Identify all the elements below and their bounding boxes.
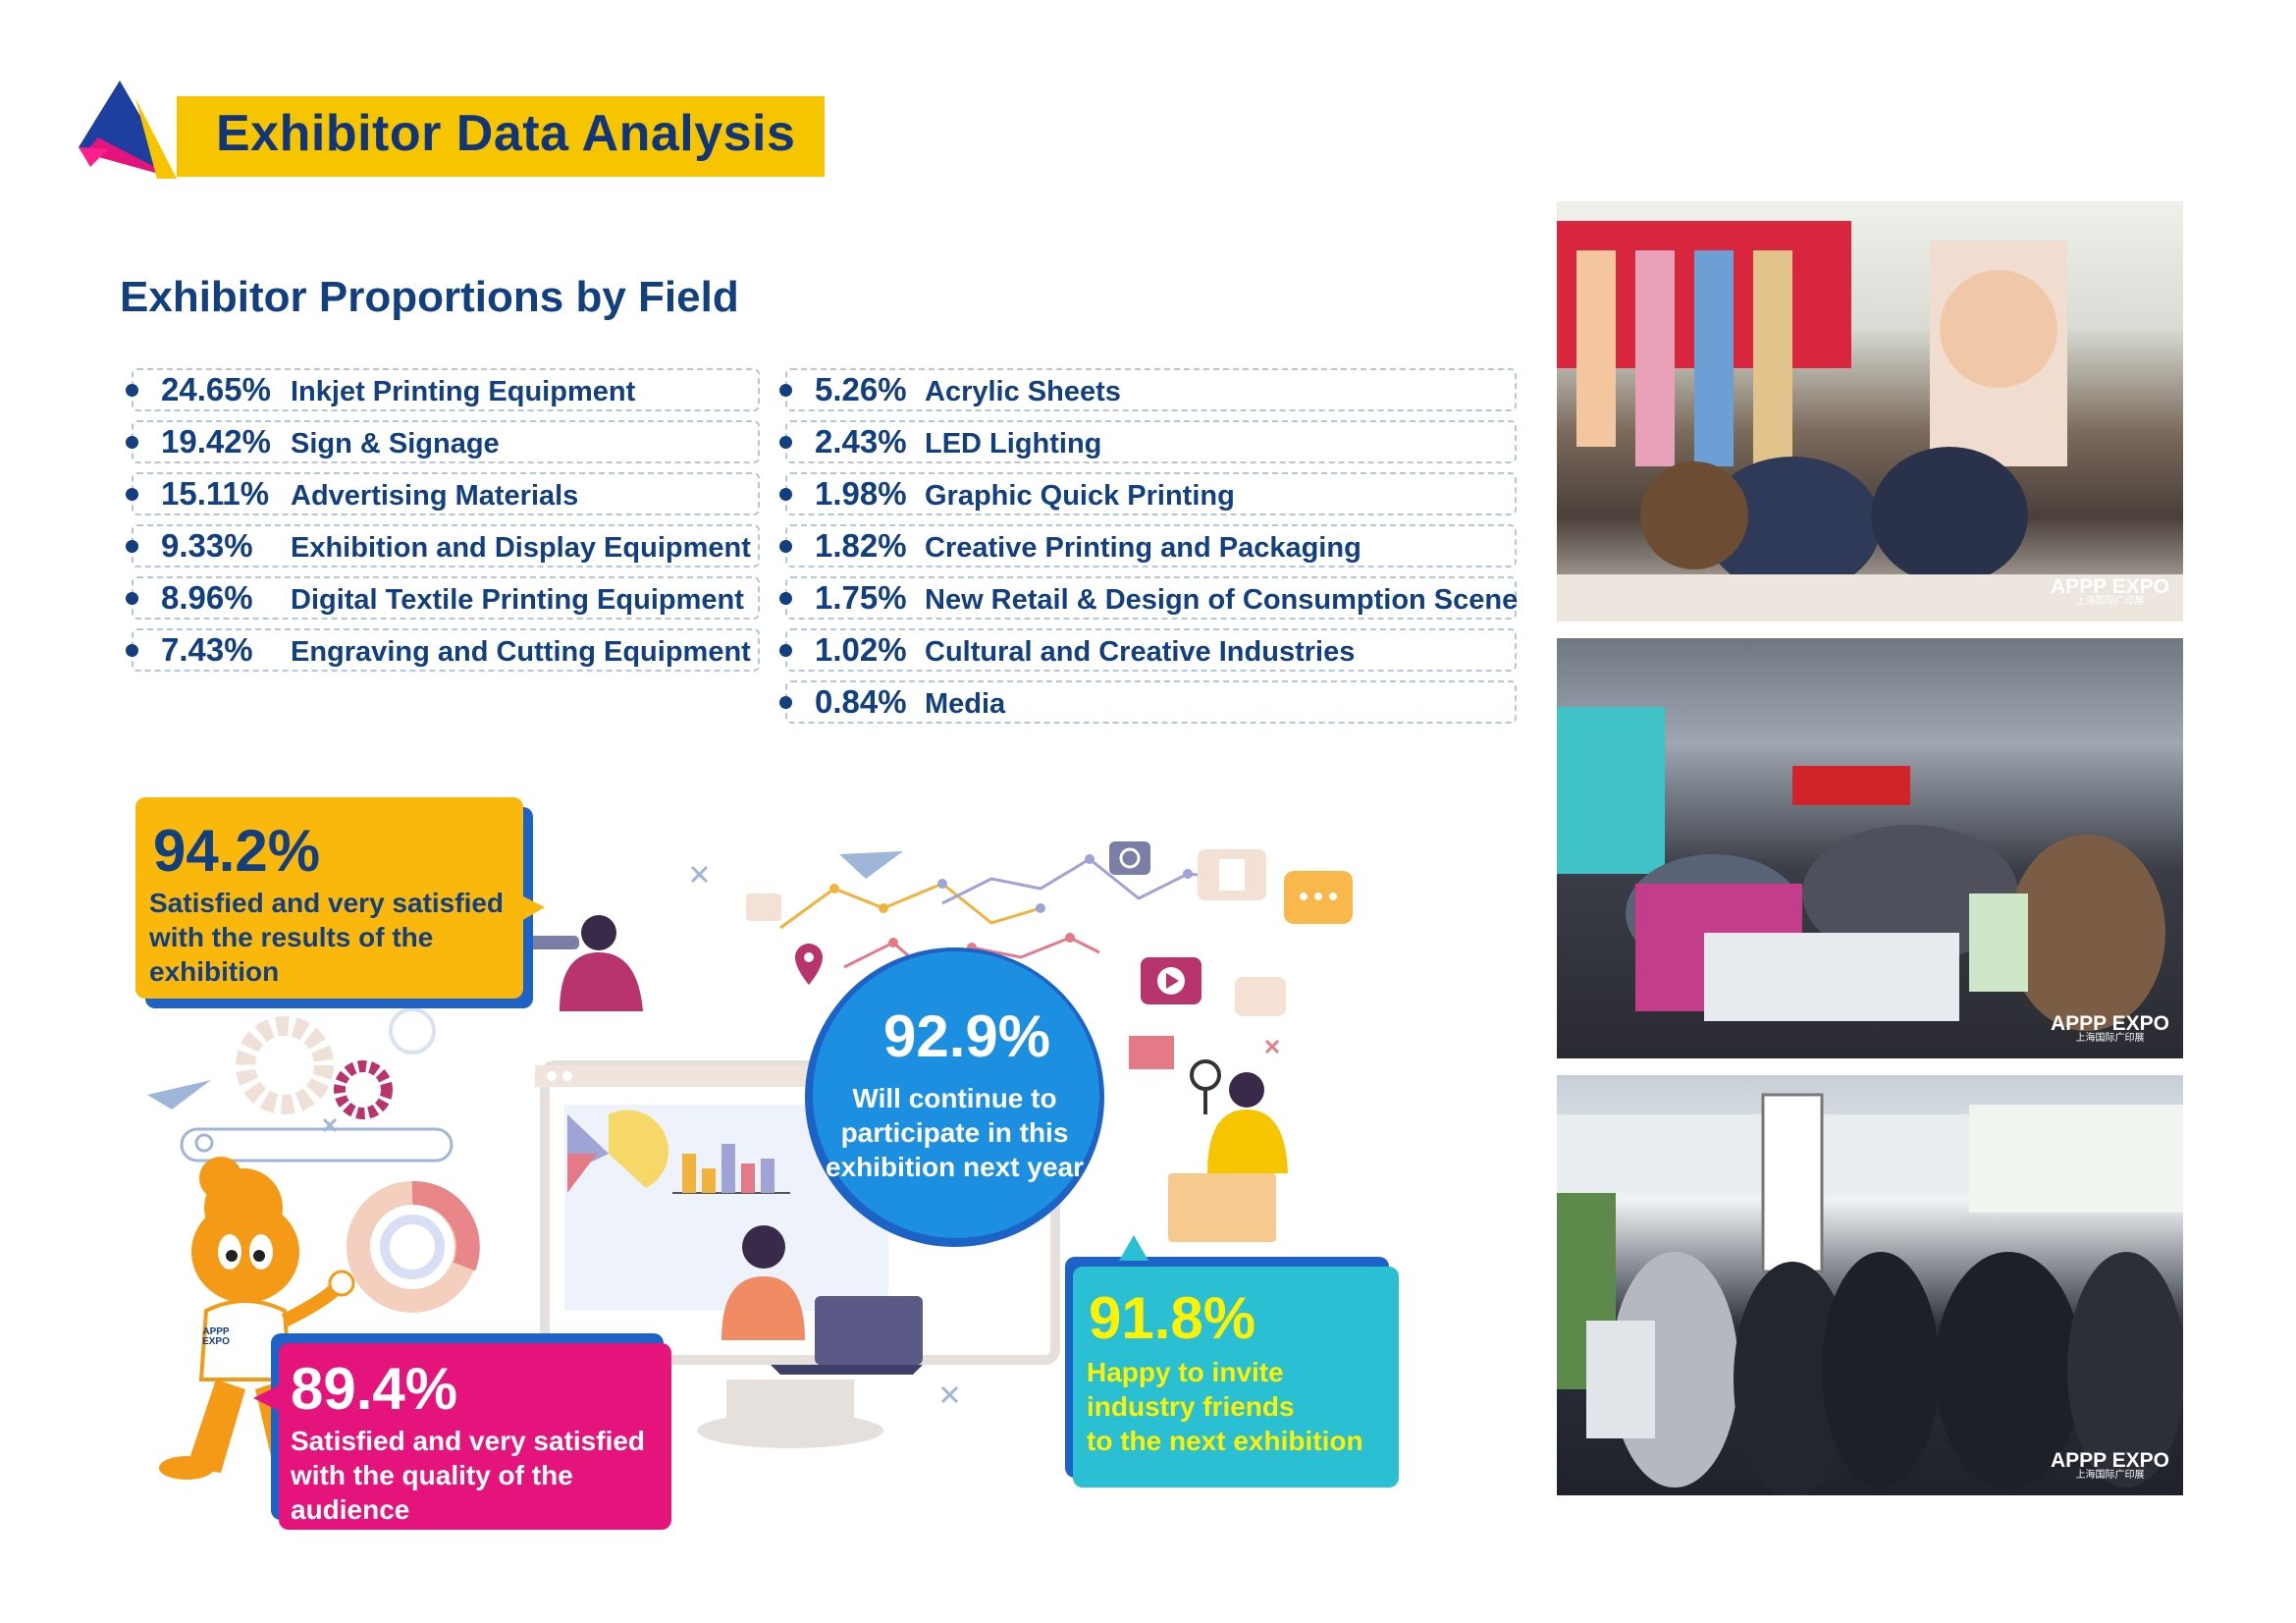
bullet-icon (779, 384, 792, 397)
bullet-icon (126, 488, 138, 501)
bullet-icon (126, 384, 138, 397)
stat-desc-line: Satisfied and very satisfied (291, 1426, 646, 1456)
stat-value: 94.2% (153, 818, 321, 884)
field-row: 24.65% Inkjet Printing Equipment (126, 368, 760, 411)
stat-card-audience: 89.4% Satisfied and very satisfied with … (253, 1333, 673, 1530)
stat-desc-line: to the next exhibition (1087, 1426, 1363, 1456)
field-percentage: 24.65% (161, 371, 271, 407)
field-percentage: 1.98% (815, 475, 907, 512)
field-row: 2.43% LED Lighting (779, 420, 1517, 463)
stat-desc-line: with the quality of the (291, 1460, 573, 1490)
field-label: Inkjet Printing Equipment (291, 376, 636, 407)
paper-plane-icon (147, 1080, 211, 1109)
stat-desc-line: audience (291, 1494, 410, 1525)
field-percentage: 9.33% (161, 527, 253, 564)
header-logo-icon (79, 81, 177, 179)
bullet-icon (126, 592, 138, 605)
stat-card-continue: 92.9% Will continue to participate in th… (805, 947, 1104, 1247)
field-label: Advertising Materials (291, 480, 579, 512)
bullet-icon (779, 436, 792, 449)
bullet-icon (779, 644, 792, 657)
stat-value: 89.4% (291, 1356, 458, 1422)
field-row: 8.96% Digital Textile Printing Equipment (126, 576, 760, 620)
stat-value: 92.9% (883, 1003, 1051, 1069)
field-percentage: 7.43% (161, 631, 253, 668)
field-row: 5.26% Acrylic Sheets (779, 368, 1517, 411)
field-row: 9.33% Exhibition and Display Equipment (126, 524, 760, 568)
field-percentage: 1.02% (815, 631, 907, 668)
field-percentage: 1.82% (815, 527, 907, 564)
stat-card-results: 94.2% Satisfied and very satisfied with … (135, 797, 545, 1008)
gear-bubble-icon (1109, 841, 1150, 875)
field-percentage: 2.43% (815, 423, 907, 460)
field-label: LED Lighting (925, 428, 1102, 460)
field-row: 1.02% Cultural and Creative Industries (779, 628, 1517, 672)
field-percentage: 15.11% (161, 475, 270, 512)
photo-booth-meeting: APPP EXPO 上海国际广印展 (1557, 201, 2183, 622)
stat-desc-line: industry friends (1087, 1391, 1295, 1422)
section-title: Exhibitor Proportions by Field (120, 273, 739, 321)
field-label: Creative Printing and Packaging (925, 532, 1362, 564)
field-percentage: 8.96% (161, 579, 253, 616)
photo-visitors-reading: APPP EXPO 上海国际广印展 (1557, 1075, 2183, 1495)
field-row: 1.98% Graphic Quick Printing (779, 472, 1517, 515)
page-title: Exhibitor Data Analysis (216, 105, 796, 162)
field-percentage: 1.75% (815, 579, 907, 616)
stat-desc-line: Will continue to (852, 1083, 1057, 1113)
gear-icon (236, 1016, 334, 1114)
location-pin-icon (795, 944, 823, 985)
search-bar-decoration (180, 1127, 454, 1163)
field-row: 15.11% Advertising Materials (126, 472, 760, 515)
field-label: Exhibition and Display Equipment (291, 532, 751, 564)
field-label: Graphic Quick Printing (925, 480, 1235, 512)
field-row: 0.84% Media (779, 680, 1517, 724)
field-row: 19.42% Sign & Signage (126, 420, 760, 463)
gear-icon (334, 1060, 393, 1119)
field-label: Media (925, 688, 1006, 720)
bullet-icon (779, 540, 792, 553)
field-percentage: 19.42% (161, 423, 271, 460)
field-label: Digital Textile Printing Equipment (291, 584, 744, 616)
paper-plane-icon (839, 851, 903, 879)
stat-desc-line: exhibition next year (826, 1152, 1084, 1182)
bullet-icon (126, 436, 138, 449)
field-row: 7.43% Engraving and Cutting Equipment (126, 628, 760, 672)
field-percentage: 0.84% (815, 683, 907, 720)
bullet-icon (126, 644, 138, 657)
field-label: New Retail & Design of Consumption Scene (925, 584, 1519, 616)
stat-card-invite: 91.8% Happy to invite industry friends t… (1065, 1235, 1399, 1488)
bullet-icon (779, 696, 792, 709)
field-label: Acrylic Sheets (925, 376, 1121, 407)
stat-desc-line: Happy to invite (1087, 1357, 1284, 1387)
field-row: 1.82% Creative Printing and Packaging (779, 524, 1517, 568)
stat-value: 91.8% (1089, 1285, 1256, 1351)
bullet-icon (126, 540, 138, 553)
photo-watermark: APPP EXPO 上海国际广印展 (2051, 1012, 2169, 1044)
bullet-icon (779, 488, 792, 501)
field-label: Cultural and Creative Industries (925, 636, 1356, 668)
header-bar (177, 96, 825, 177)
photo-watermark: APPP EXPO 上海国际广印展 (2051, 575, 2169, 607)
photo-exhibition-hall: APPP EXPO 上海国际广印展 (1557, 638, 2183, 1058)
stat-desc-line: participate in this (840, 1117, 1069, 1148)
stat-desc-line: with the results of the (149, 922, 434, 952)
photo-watermark: APPP EXPO 上海国际广印展 (2051, 1449, 2169, 1481)
bullet-icon (779, 592, 792, 605)
stat-desc-line: Satisfied and very satisfied (149, 888, 505, 918)
field-row: 1.75% New Retail & Design of Consumption … (779, 576, 1519, 620)
stat-desc-line: exhibition (149, 956, 280, 987)
field-label: Engraving and Cutting Equipment (291, 636, 751, 668)
smile-bubble-icon (1235, 977, 1286, 1016)
field-percentage: 5.26% (815, 371, 907, 407)
field-label: Sign & Signage (291, 428, 500, 460)
mascot-badge: APPP EXPO (202, 1326, 230, 1347)
